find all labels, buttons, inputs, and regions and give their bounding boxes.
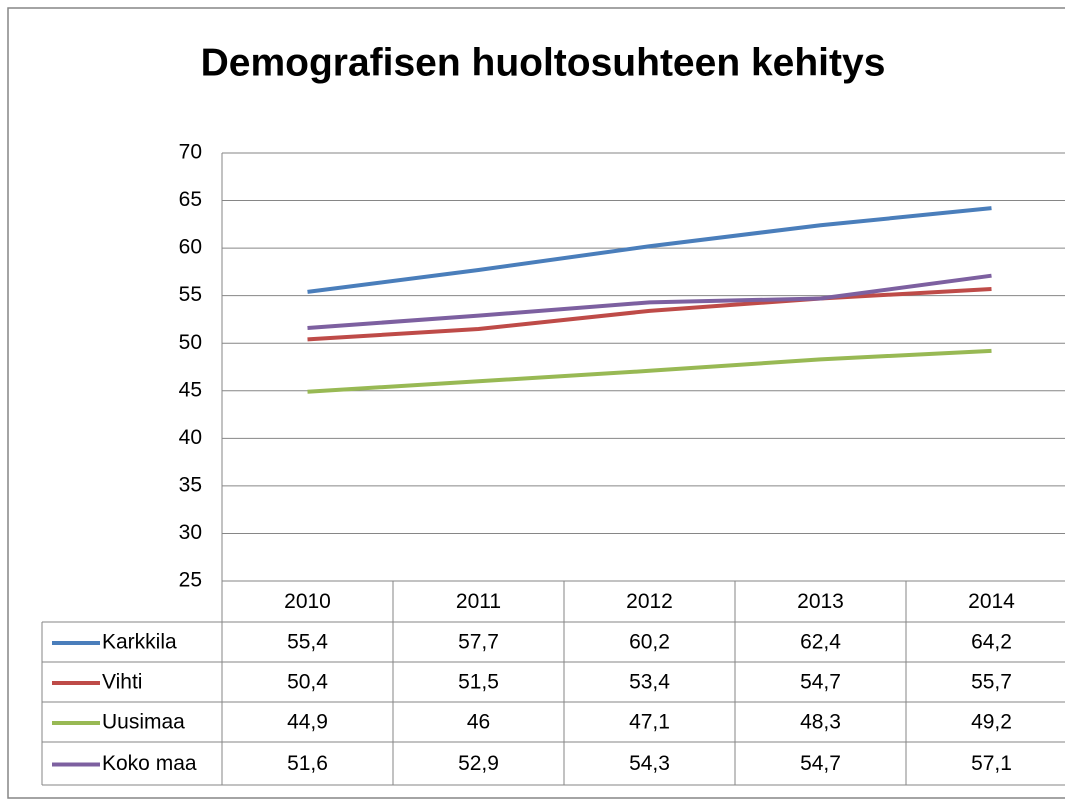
table-value: 44,9	[287, 711, 328, 734]
table-value: 46	[467, 711, 490, 734]
series-line	[307, 348, 992, 394]
table-value: 60,2	[629, 631, 670, 654]
table-value: 64,2	[971, 631, 1012, 654]
legend-label: Koko maa	[102, 752, 197, 775]
table-value: 54,7	[800, 752, 841, 775]
table-value: 51,5	[458, 671, 499, 694]
table-value: 62,4	[800, 631, 841, 654]
y-tick-label: 25	[179, 569, 202, 592]
y-tick-label: 50	[179, 331, 202, 354]
table-value: 47,1	[629, 711, 670, 734]
x-tick-label: 2013	[797, 590, 844, 613]
table-value: 48,3	[800, 711, 841, 734]
table-value: 55,7	[971, 671, 1012, 694]
table-value: 53,4	[629, 671, 670, 694]
series-line	[307, 273, 992, 330]
y-tick-label: 60	[179, 236, 202, 259]
y-tick-label: 35	[179, 473, 202, 496]
x-tick-label: 2011	[456, 590, 501, 613]
y-tick-label: 65	[179, 188, 202, 211]
legend-label: Karkkila	[102, 631, 177, 654]
table-value: 52,9	[458, 752, 499, 775]
x-tick-label: 2012	[626, 590, 673, 613]
x-tick-label: 2010	[284, 590, 331, 613]
table-value: 54,3	[629, 752, 670, 775]
series-line	[307, 206, 992, 294]
legend-label: Vihti	[102, 671, 142, 694]
chart-title: Demografisen huoltosuhteen kehitys	[201, 41, 886, 84]
y-tick-label: 70	[179, 141, 202, 164]
y-tick-label: 55	[179, 283, 202, 306]
table-value: 55,4	[287, 631, 328, 654]
chart-border	[7, 7, 1065, 799]
y-tick-label: 45	[179, 378, 202, 401]
table-value: 57,1	[971, 752, 1012, 775]
table-value: 51,6	[287, 752, 328, 775]
series-line	[307, 287, 992, 342]
y-tick-label: 30	[179, 521, 202, 544]
table-value: 54,7	[800, 671, 841, 694]
table-value: 49,2	[971, 711, 1012, 734]
table-value: 50,4	[287, 671, 328, 694]
x-tick-label: 2014	[968, 590, 1015, 613]
y-tick-label: 40	[179, 426, 202, 449]
table-value: 57,7	[458, 631, 499, 654]
legend-label: Uusimaa	[102, 711, 185, 734]
